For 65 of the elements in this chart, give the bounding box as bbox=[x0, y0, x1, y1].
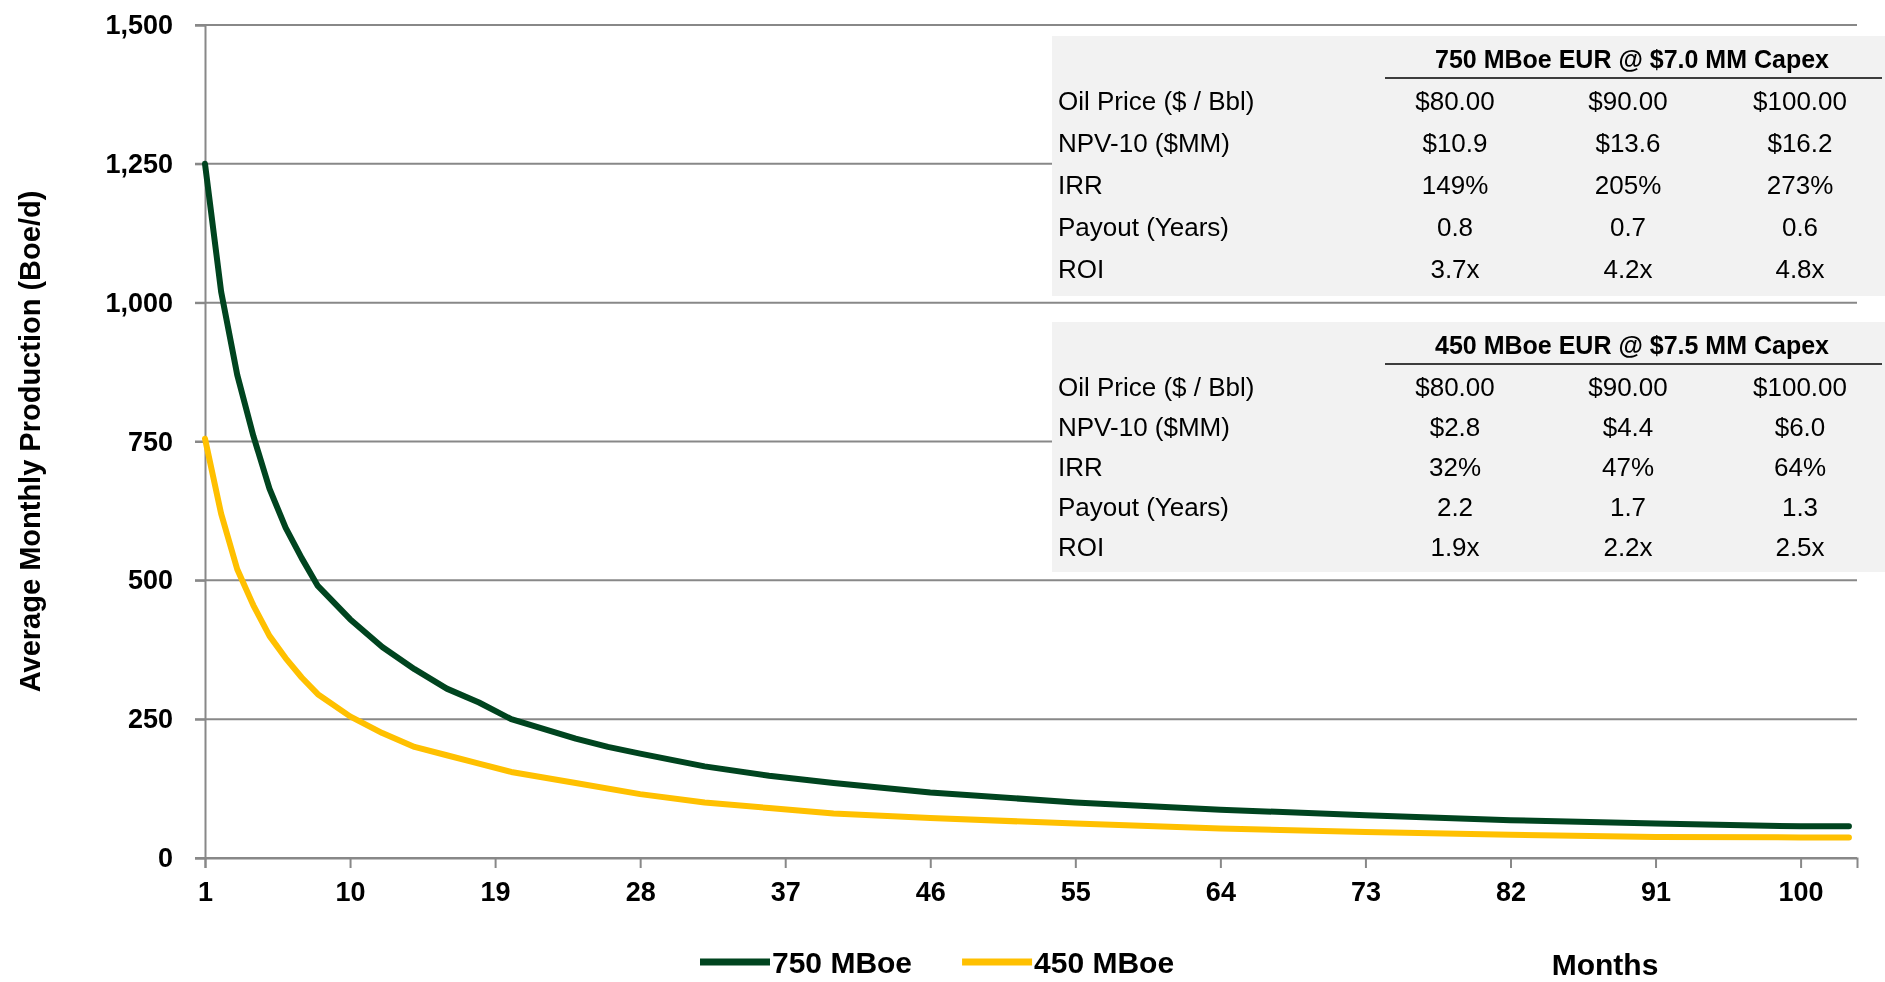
annotation: $6.0 bbox=[1774, 412, 1826, 442]
annotation: $90.00 bbox=[1588, 86, 1668, 116]
x-tick-label: 1 bbox=[197, 877, 214, 908]
x-tick-label: 10 bbox=[335, 877, 366, 908]
annotation: 0.6 bbox=[1781, 212, 1819, 242]
y-tick-label: 750 bbox=[127, 426, 173, 457]
annotation: $100.00 bbox=[1753, 372, 1847, 402]
annotation: $80.00 bbox=[1415, 86, 1495, 116]
annotation: 64% bbox=[1773, 452, 1827, 482]
annotation: 1.7 bbox=[1609, 492, 1647, 522]
y-tick-label: 500 bbox=[127, 565, 173, 596]
x-tick-label: 91 bbox=[1641, 877, 1672, 908]
annotation: 750 MBoe EUR @ $7.0 MM Capex bbox=[1435, 45, 1830, 73]
x-tick-label: 37 bbox=[770, 877, 801, 908]
annotation: 2.2 bbox=[1436, 492, 1474, 522]
y-tick-label: 1,250 bbox=[105, 148, 173, 179]
annotation: 32% bbox=[1428, 452, 1482, 482]
annotation: Payout (Years) bbox=[1058, 492, 1230, 522]
annotation: $80.00 bbox=[1415, 372, 1495, 402]
annotation: 149% bbox=[1421, 170, 1489, 200]
annotation: 4.8x bbox=[1775, 254, 1825, 284]
annotation: $13.6 bbox=[1595, 128, 1661, 158]
annotation: 1.9x bbox=[1430, 532, 1480, 562]
annotation: 3.7x bbox=[1430, 254, 1480, 284]
annotation: 2.5x bbox=[1775, 532, 1825, 562]
x-tick-label: 19 bbox=[480, 877, 511, 908]
annotation: 1.3 bbox=[1781, 492, 1819, 522]
annotation: $4.4 bbox=[1602, 412, 1654, 442]
y-tick-label: 0 bbox=[157, 843, 173, 874]
x-tick-label: 64 bbox=[1205, 877, 1236, 908]
annotation: 205% bbox=[1594, 170, 1662, 200]
annotation: ROI bbox=[1058, 254, 1105, 284]
y-tick-label: 250 bbox=[127, 704, 173, 735]
annotation: ROI bbox=[1058, 532, 1105, 562]
y-tick-label: 1,000 bbox=[105, 287, 173, 318]
annotation: NPV-10 ($MM) bbox=[1058, 412, 1230, 442]
x-tick-label: 55 bbox=[1060, 877, 1091, 908]
annotation: 2.2x bbox=[1603, 532, 1653, 562]
annotation: 0.7 bbox=[1609, 212, 1647, 242]
annotation: 0.8 bbox=[1436, 212, 1474, 242]
x-tick-label: 82 bbox=[1495, 877, 1527, 908]
legend-label: 750 MBoe bbox=[772, 946, 913, 979]
annotation: Payout (Years) bbox=[1058, 212, 1230, 242]
annotation: Oil Price ($ / Bbl) bbox=[1058, 372, 1255, 402]
y-tick-label: 1,500 bbox=[105, 10, 173, 41]
annotation: $10.9 bbox=[1422, 128, 1488, 158]
annotation: NPV-10 ($MM) bbox=[1058, 128, 1230, 158]
annotation: 4.2x bbox=[1603, 254, 1653, 284]
annotation: 47% bbox=[1601, 452, 1655, 482]
annotation: 273% bbox=[1766, 170, 1834, 200]
x-tick-label: 28 bbox=[625, 877, 656, 908]
annotation: IRR bbox=[1058, 452, 1103, 482]
annotation: $100.00 bbox=[1753, 86, 1847, 116]
annotation: $16.2 bbox=[1767, 128, 1833, 158]
annotation: $2.8 bbox=[1429, 412, 1481, 442]
x-axis-title: Months bbox=[1551, 948, 1659, 981]
x-tick-label: 46 bbox=[915, 877, 946, 908]
annotation: $90.00 bbox=[1588, 372, 1668, 402]
annotation: IRR bbox=[1058, 170, 1103, 200]
y-axis-title: Average Monthly Production (Boe/d) bbox=[14, 190, 46, 693]
x-tick-label: 73 bbox=[1350, 877, 1381, 908]
annotation: 450 MBoe EUR @ $7.5 MM Capex bbox=[1435, 331, 1830, 359]
legend-label: 450 MBoe bbox=[1034, 946, 1175, 979]
annotation: Oil Price ($ / Bbl) bbox=[1058, 86, 1255, 116]
x-tick-label: 100 bbox=[1778, 877, 1824, 908]
